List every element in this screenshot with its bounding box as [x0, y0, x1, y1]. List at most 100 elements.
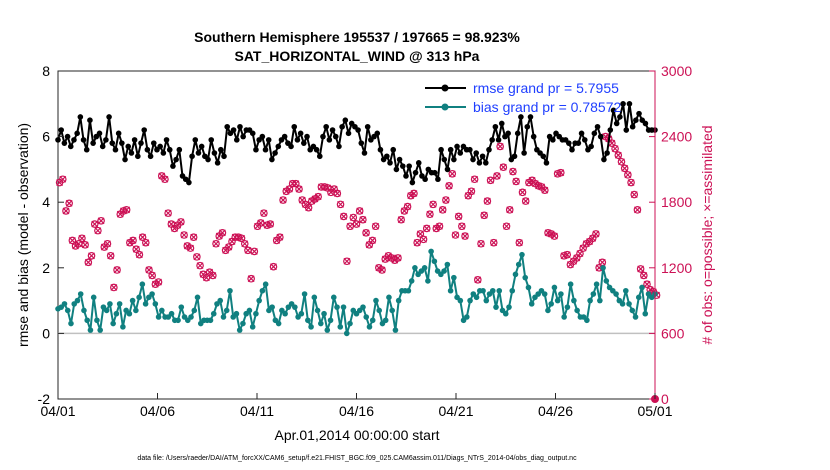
obs-possible-point [359, 215, 367, 224]
obs-assimilated-point [426, 210, 434, 218]
rmse-point [253, 146, 259, 153]
rmse-point [224, 123, 231, 130]
rmse-point [294, 137, 301, 143]
rmse-point [272, 150, 278, 156]
obs-assimilated-point [471, 175, 479, 183]
y-axis-right-label: # of obs: o=possible; ×=assimilated [699, 125, 715, 344]
rmse-point [467, 146, 473, 153]
right-tick-label: 600 [661, 325, 685, 341]
obs-assimilated-point [84, 258, 92, 266]
rmse-point [144, 146, 151, 153]
bias-point [217, 297, 224, 304]
obs-possible-point [362, 229, 370, 237]
rmse-point [326, 137, 333, 143]
rmse-point [77, 114, 84, 120]
rmse-point [597, 133, 604, 140]
bias-point [282, 310, 288, 317]
obs-assimilated-point [474, 276, 482, 284]
rmse-point [438, 146, 444, 153]
obs-assimilated-point [378, 266, 386, 274]
obs-possible-point [505, 206, 514, 214]
bias-point [522, 274, 529, 281]
rmse-point [393, 166, 400, 173]
obs-assimilated-point [592, 230, 600, 238]
left-tick-label: 8 [42, 63, 50, 79]
obs-possible-point [563, 250, 572, 259]
legend-rmse-label: rmse grand pr = 5.7955 [473, 80, 619, 96]
rmse-point [476, 160, 483, 166]
bias-point [541, 291, 548, 297]
obs-possible-point [285, 185, 294, 193]
rmse-point [610, 107, 617, 114]
bias-point [97, 327, 103, 333]
bias-point [90, 294, 97, 301]
bias-point [269, 304, 275, 310]
rmse-point [636, 110, 642, 117]
obs-possible-point [339, 212, 348, 221]
rmse-point [479, 153, 486, 160]
bias-point [506, 304, 512, 310]
obs-assimilated-point [477, 240, 485, 248]
bias-point [395, 297, 402, 304]
obs-assimilated-point [404, 203, 412, 210]
obs-assimilated-point [78, 234, 86, 242]
obs-possible-point [499, 163, 508, 172]
x-tick-label: 05/01 [637, 403, 672, 419]
obs-possible-point [263, 221, 271, 229]
rmse-point [275, 143, 282, 150]
obs-possible-point [212, 239, 220, 248]
rmse-point [530, 133, 537, 140]
bias-point [376, 307, 383, 314]
rmse-point [409, 179, 416, 186]
rmse-point [237, 123, 243, 130]
obs-assimilated-point [452, 231, 459, 239]
obs-possible-point [611, 144, 619, 153]
obs-assimilated-point [493, 172, 501, 180]
bias-point [249, 324, 256, 330]
chart-title-line2: SAT_HORIZONTAL_WIND @ 313 hPa [235, 48, 480, 64]
obs-possible-point [624, 171, 632, 179]
bias-point [515, 261, 522, 268]
obs-assimilated-point [270, 263, 277, 271]
obs-possible-point [87, 251, 96, 260]
rmse-point [642, 120, 649, 127]
obs-possible-point [266, 220, 275, 228]
bias-point [389, 307, 395, 314]
obs-possible-point [304, 203, 313, 212]
bias-point [587, 297, 593, 304]
x-tick-label: 04/06 [140, 403, 175, 419]
obs-assimilated-point [579, 244, 587, 252]
rmse-point [578, 130, 585, 137]
obs-assimilated-point [218, 229, 226, 237]
obs-assimilated-point [94, 227, 102, 235]
rmse-point [384, 153, 390, 160]
bias-point [220, 314, 227, 320]
obs-possible-point [135, 250, 144, 259]
bias-series [55, 248, 658, 337]
obs-possible-point [477, 239, 485, 248]
obs-assimilated-point [582, 240, 590, 248]
bias-point [253, 310, 259, 317]
obs-assimilated-point [442, 196, 450, 204]
obs-possible-point [422, 224, 431, 233]
obs-possible-point [279, 196, 287, 204]
obs-possible-point [250, 247, 259, 256]
left-axis: -2 0 2 4 6 8 [38, 63, 64, 407]
obs-assimilated-point [196, 262, 204, 270]
rmse-point [87, 117, 93, 123]
rmse-point [617, 114, 623, 120]
left-tick-label: 0 [42, 325, 50, 341]
rmse-point [90, 140, 96, 146]
obs-possible-point [177, 218, 185, 226]
rmse-point [441, 156, 448, 163]
obs-assimilated-point [346, 222, 354, 230]
bias-point [94, 317, 100, 324]
obs-possible-point [320, 183, 329, 191]
bias-point [366, 324, 373, 330]
bias-point [301, 291, 308, 297]
rmse-point [505, 130, 511, 137]
rmse-point [195, 150, 202, 156]
obs-possible-point [138, 233, 147, 241]
rmse-point [454, 143, 460, 150]
rmse-point [566, 140, 572, 146]
